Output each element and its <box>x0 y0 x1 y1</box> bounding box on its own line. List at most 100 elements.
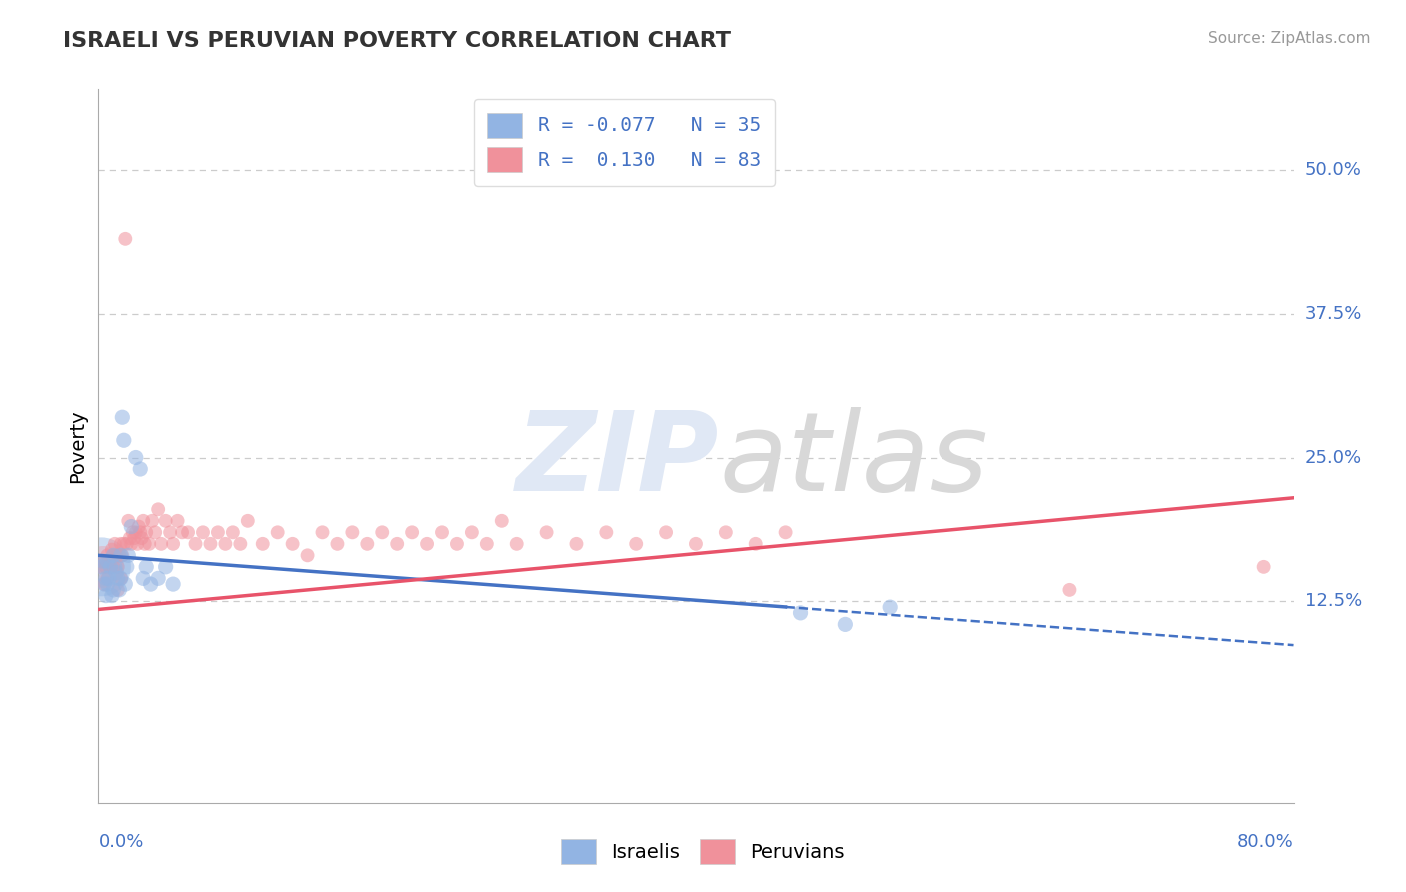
Point <box>207 525 229 540</box>
Point <box>135 559 157 574</box>
Point <box>110 571 132 585</box>
Point <box>177 525 200 540</box>
Point <box>401 525 423 540</box>
Point <box>104 537 127 551</box>
Point <box>184 537 207 551</box>
Point <box>214 537 236 551</box>
Point <box>91 559 114 574</box>
Point <box>131 531 153 545</box>
Point <box>111 549 134 563</box>
Point <box>94 571 117 585</box>
Point <box>103 559 125 574</box>
Point <box>252 537 274 551</box>
Point <box>125 525 148 540</box>
Point <box>96 549 118 563</box>
Point <box>110 571 132 585</box>
Point <box>115 537 138 551</box>
Text: 0.0%: 0.0% <box>98 833 143 851</box>
Point <box>267 525 290 540</box>
Text: ZIP: ZIP <box>516 407 720 514</box>
Text: 12.5%: 12.5% <box>1305 592 1362 610</box>
Y-axis label: Poverty: Poverty <box>69 409 87 483</box>
Point <box>775 525 797 540</box>
Text: Source: ZipAtlas.com: Source: ZipAtlas.com <box>1208 31 1371 46</box>
Point <box>1253 559 1275 574</box>
Point <box>1059 582 1081 597</box>
Point <box>108 582 131 597</box>
Point <box>128 519 150 533</box>
Point <box>430 525 453 540</box>
Point <box>685 537 707 551</box>
Point <box>148 571 170 585</box>
Point <box>222 525 245 540</box>
Point <box>141 514 163 528</box>
Point <box>98 559 122 574</box>
Point <box>127 537 149 551</box>
Point <box>107 571 129 585</box>
Point <box>166 514 188 528</box>
Point <box>342 525 364 540</box>
Point <box>745 537 768 551</box>
Point <box>565 537 588 551</box>
Point <box>135 525 157 540</box>
Point <box>162 577 184 591</box>
Point <box>117 514 139 528</box>
Point <box>155 559 177 574</box>
Point <box>134 537 156 551</box>
Point <box>714 525 737 540</box>
Point <box>91 554 114 568</box>
Point <box>96 554 118 568</box>
Point <box>114 232 136 246</box>
Point <box>626 537 648 551</box>
Point <box>97 554 120 568</box>
Point <box>150 537 173 551</box>
Point <box>121 525 143 540</box>
Point <box>103 582 125 597</box>
Point <box>125 450 148 465</box>
Text: 37.5%: 37.5% <box>1305 305 1362 323</box>
Point <box>138 537 160 551</box>
Point <box>104 559 127 574</box>
Point <box>655 525 678 540</box>
Point <box>107 582 129 597</box>
Point <box>326 537 349 551</box>
Point <box>385 537 409 551</box>
Point <box>132 514 155 528</box>
Point <box>93 577 115 591</box>
Point <box>461 525 484 540</box>
Point <box>94 589 117 603</box>
Point <box>96 577 118 591</box>
Point <box>103 549 125 563</box>
Point <box>124 531 146 545</box>
Point <box>91 554 114 568</box>
Point <box>112 434 135 448</box>
Point <box>101 542 124 557</box>
Point <box>105 566 128 580</box>
Point <box>114 577 136 591</box>
Point <box>112 537 135 551</box>
Point <box>789 606 811 620</box>
Point <box>371 525 394 540</box>
Point <box>446 537 468 551</box>
Point <box>475 537 498 551</box>
Point <box>118 531 141 545</box>
Point <box>110 549 132 563</box>
Point <box>120 519 142 533</box>
Point <box>98 559 122 574</box>
Point <box>110 537 132 551</box>
Point <box>90 559 112 574</box>
Point <box>356 537 378 551</box>
Point <box>879 600 901 615</box>
Point <box>536 525 558 540</box>
Point <box>105 549 128 563</box>
Point <box>90 559 112 574</box>
Point <box>162 537 184 551</box>
Text: ISRAELI VS PERUVIAN POVERTY CORRELATION CHART: ISRAELI VS PERUVIAN POVERTY CORRELATION … <box>63 31 731 51</box>
Point <box>96 571 118 585</box>
Point <box>90 559 112 574</box>
Point <box>491 514 513 528</box>
Point <box>191 525 214 540</box>
Point <box>297 549 319 563</box>
Legend: Israelis, Peruvians: Israelis, Peruvians <box>553 831 853 871</box>
Text: 50.0%: 50.0% <box>1305 161 1361 178</box>
